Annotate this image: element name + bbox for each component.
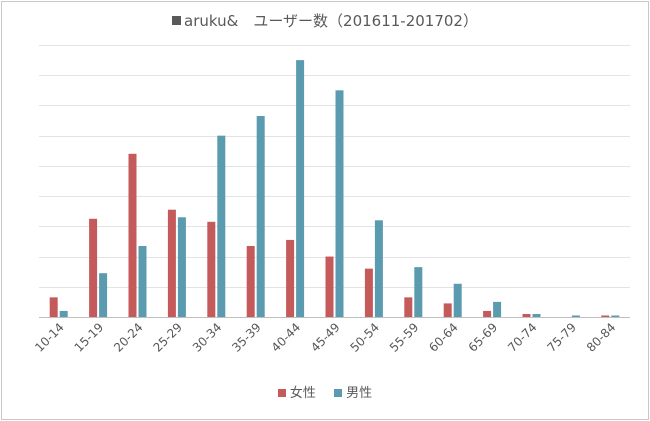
bar-male-30-34 (217, 135, 226, 317)
legend-item-female: 女性 (277, 382, 316, 401)
legend-swatch-female (277, 389, 286, 397)
bar-female-80-84 (601, 315, 610, 317)
legend-item-male: 男性 (334, 382, 372, 401)
bar-male-75-79 (571, 315, 580, 317)
chart-title: aruku& ユーザー数（201611-201702） (2, 10, 648, 31)
bar-female-15-19 (89, 218, 98, 317)
bar-female-50-54 (364, 268, 373, 317)
bar-female-30-34 (207, 221, 216, 317)
x-tick-label: 65-69 (466, 320, 501, 355)
legend-label-female: 女性 (289, 386, 316, 401)
x-tick-label: 45-49 (308, 320, 343, 355)
bars (49, 60, 620, 318)
x-tick-label: 35-39 (229, 320, 264, 355)
x-tick-labels: 10-14 15-19 20-24 25-29 30-34 35-39 40-44 45-49… (32, 320, 618, 355)
x-tick-label: 20-24 (111, 320, 146, 355)
legend: 女性 男性 (2, 382, 648, 401)
bar-male-10-14 (59, 310, 68, 317)
bar-male-20-24 (138, 245, 147, 317)
legend-label-male: 男性 (346, 386, 373, 401)
x-tick-label: 70-74 (505, 320, 540, 355)
x-tick-label: 15-19 (72, 320, 107, 355)
x-tick-label: 55-59 (387, 320, 422, 355)
x-tick-label: 80-84 (584, 320, 619, 355)
bar-female-55-59 (404, 297, 413, 317)
bar-male-15-19 (99, 273, 108, 317)
bar-female-35-39 (246, 245, 255, 317)
bar-male-55-59 (414, 267, 423, 317)
bar-female-20-24 (128, 153, 137, 317)
bar-male-35-39 (256, 116, 265, 318)
x-tick-label: 40-44 (269, 320, 304, 355)
bar-male-50-54 (374, 220, 383, 317)
bar-male-65-69 (493, 301, 502, 317)
bar-female-10-14 (49, 297, 58, 317)
bar-male-70-74 (532, 313, 541, 317)
legend-swatch-male (334, 389, 343, 397)
bar-male-40-44 (296, 60, 305, 318)
gridlines (39, 45, 630, 318)
bar-female-70-74 (522, 313, 531, 317)
x-tick-label: 10-14 (32, 320, 67, 355)
bar-male-60-64 (453, 283, 462, 317)
bar-female-60-64 (443, 303, 452, 317)
x-tick-label: 50-54 (347, 320, 382, 355)
bar-male-25-29 (177, 217, 186, 317)
bar-male-80-84 (611, 315, 620, 317)
x-tick-label: 25-29 (150, 320, 185, 355)
bar-female-25-29 (167, 209, 176, 317)
bar-male-45-49 (335, 90, 344, 317)
bar-female-65-69 (483, 310, 492, 317)
x-tick-label: 75-79 (544, 320, 579, 355)
bar-female-45-49 (325, 256, 334, 317)
x-tick-label: 60-64 (426, 320, 461, 355)
bar-female-40-44 (286, 239, 295, 317)
chart-title-text: aruku& ユーザー数（201611-201702） (184, 12, 478, 30)
title-marker-icon (172, 16, 182, 25)
x-tick-label: 30-34 (190, 320, 225, 355)
